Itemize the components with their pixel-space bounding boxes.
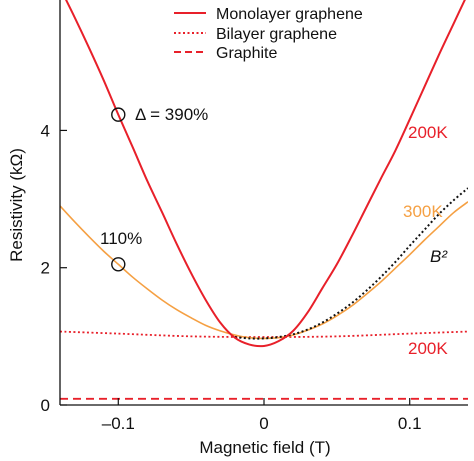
marker-delta-390 <box>111 107 126 122</box>
series-bilayer-graphene <box>60 330 468 338</box>
y-tick-label: 4 <box>41 121 50 140</box>
legend-label-graphite: Graphite <box>216 45 277 62</box>
y-tick-label: 2 <box>41 259 50 278</box>
series-orange-300k <box>60 201 468 340</box>
x-ticks: –0.1 0 0.1 <box>102 398 422 433</box>
series-monolayer-graphene <box>65 0 466 348</box>
y-ticks: 0 2 4 <box>41 121 67 415</box>
marker-110 <box>111 257 126 272</box>
legend-label-bilayer: Bilayer graphene <box>216 26 337 43</box>
annotation-delta-390: Δ = 390% <box>135 105 208 124</box>
legend: Monolayer graphene Bilayer graphene Grap… <box>168 2 378 64</box>
annotation-b2: B² <box>430 247 448 266</box>
x-tick-label: 0.1 <box>398 414 422 433</box>
y-axis-label: Resistivity (kΩ) <box>7 148 26 262</box>
annotation-110: 110% <box>100 229 142 248</box>
series-group <box>60 0 468 400</box>
annotation-300k: 300K <box>403 202 443 221</box>
annotation-200k-top: 200K <box>408 123 448 142</box>
x-tick-label: 0 <box>259 414 268 433</box>
legend-label-monolayer: Monolayer graphene <box>216 6 363 23</box>
x-axis-label: Magnetic field (T) <box>199 438 330 457</box>
annotation-200k-bottom: 200K <box>408 339 448 358</box>
y-tick-label: 0 <box>41 396 50 415</box>
series-b2-fit <box>234 187 468 340</box>
x-tick-label: –0.1 <box>102 414 135 433</box>
